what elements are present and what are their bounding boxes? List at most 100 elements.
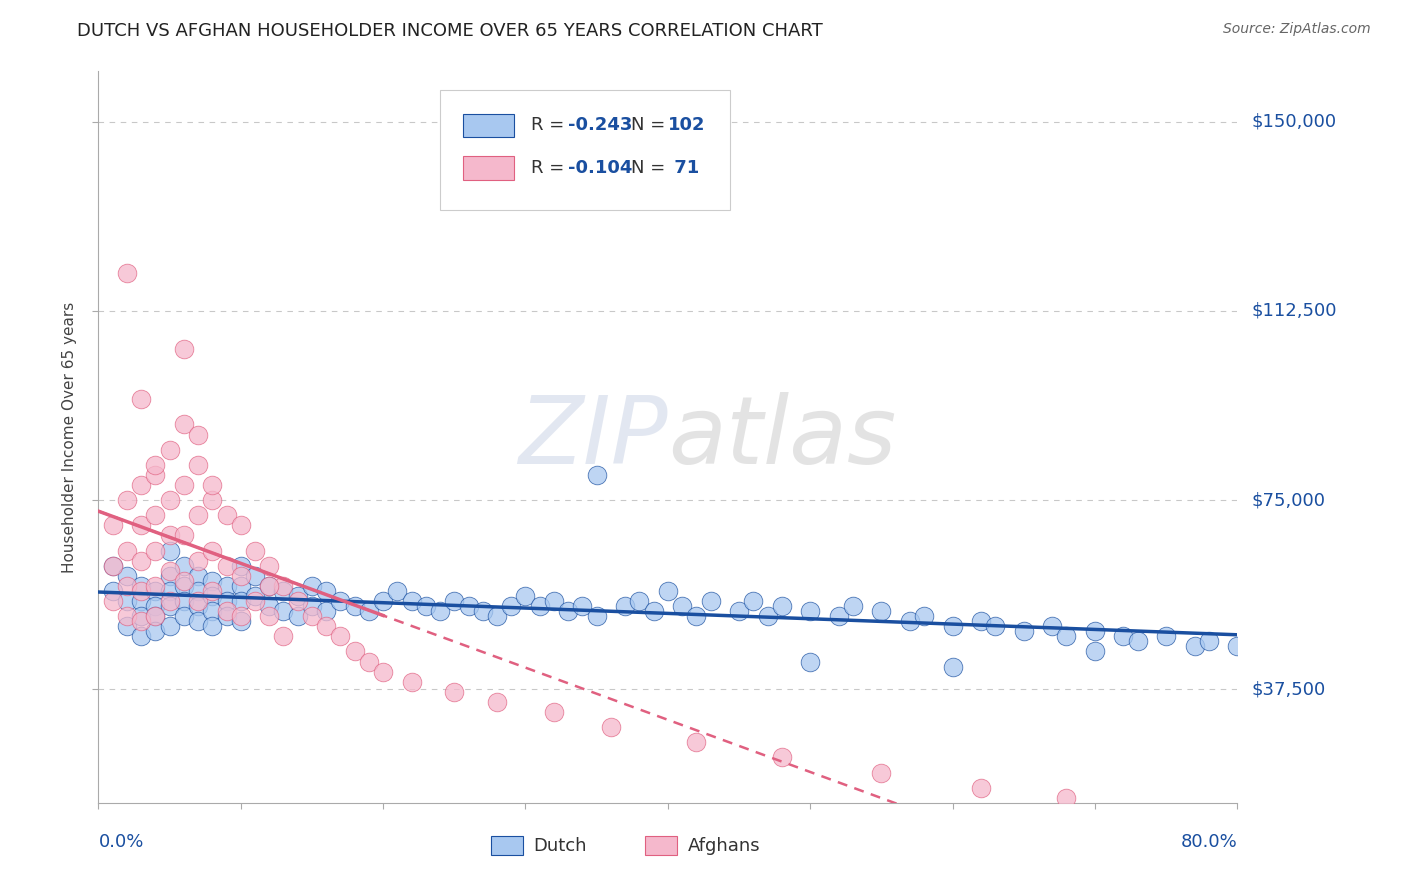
Text: DUTCH VS AFGHAN HOUSEHOLDER INCOME OVER 65 YEARS CORRELATION CHART: DUTCH VS AFGHAN HOUSEHOLDER INCOME OVER … [77,22,823,40]
FancyBboxPatch shape [440,90,731,211]
Point [870,604,893,618]
Point [159,528,181,542]
Point [357,655,380,669]
Point [115,543,138,558]
Point [159,442,181,457]
Point [229,609,252,624]
Point [145,543,167,558]
Point [243,543,266,558]
Point [387,583,409,598]
Point [828,609,851,624]
Point [1126,634,1149,648]
Point [115,579,138,593]
Point [229,579,252,593]
Point [201,493,224,508]
Point [543,705,565,719]
Point [159,493,181,508]
Point [571,599,593,613]
Point [129,609,152,624]
Point [215,594,238,608]
Point [329,629,352,643]
Point [129,518,152,533]
Point [115,609,138,624]
Point [173,579,195,593]
Point [215,579,238,593]
Point [129,629,152,643]
Point [259,558,281,573]
Text: R =: R = [531,117,571,135]
Point [101,558,124,573]
FancyBboxPatch shape [463,114,515,137]
Point [173,574,195,588]
Point [187,594,209,608]
Point [243,589,266,603]
Point [486,695,509,709]
Point [229,594,252,608]
Point [287,594,309,608]
Text: ZIP: ZIP [519,392,668,483]
Point [1084,624,1107,639]
Point [1184,640,1206,654]
Text: Afghans: Afghans [689,837,761,855]
Point [145,609,167,624]
Point [1154,629,1177,643]
Point [201,543,224,558]
Point [215,604,238,618]
Point [215,609,238,624]
Point [315,583,337,598]
Text: R =: R = [531,159,571,177]
Point [357,604,380,618]
Point [429,604,451,618]
Point [187,614,209,628]
Point [129,478,152,492]
Point [101,558,124,573]
Point [173,478,195,492]
Point [115,493,138,508]
Point [287,609,309,624]
Point [699,594,721,608]
Point [145,624,167,639]
Point [115,569,138,583]
Text: 80.0%: 80.0% [1181,833,1237,851]
Point [1198,634,1220,648]
Point [145,599,167,613]
Text: 71: 71 [668,159,699,177]
Point [273,629,295,643]
Point [543,594,565,608]
Point [129,392,152,407]
Point [273,579,295,593]
Text: Dutch: Dutch [533,837,586,855]
Point [329,594,352,608]
Point [145,579,167,593]
Point [201,589,224,603]
Point [315,604,337,618]
Point [101,583,124,598]
Point [129,594,152,608]
Point [187,427,209,442]
Point [243,569,266,583]
Point [201,583,224,598]
Text: -0.243: -0.243 [568,117,633,135]
Point [159,594,181,608]
Point [201,574,224,588]
Point [145,467,167,482]
Point [115,619,138,633]
Point [501,599,523,613]
Point [415,599,437,613]
Point [229,569,252,583]
Point [343,644,366,658]
Point [187,458,209,472]
Point [159,564,181,578]
Point [756,609,779,624]
Point [315,619,337,633]
Text: -0.104: -0.104 [568,159,633,177]
Point [159,599,181,613]
Point [842,599,865,613]
Point [728,604,751,618]
Point [173,417,195,432]
Point [685,609,707,624]
Point [159,583,181,598]
Point [614,599,637,613]
Point [229,518,252,533]
Point [215,558,238,573]
